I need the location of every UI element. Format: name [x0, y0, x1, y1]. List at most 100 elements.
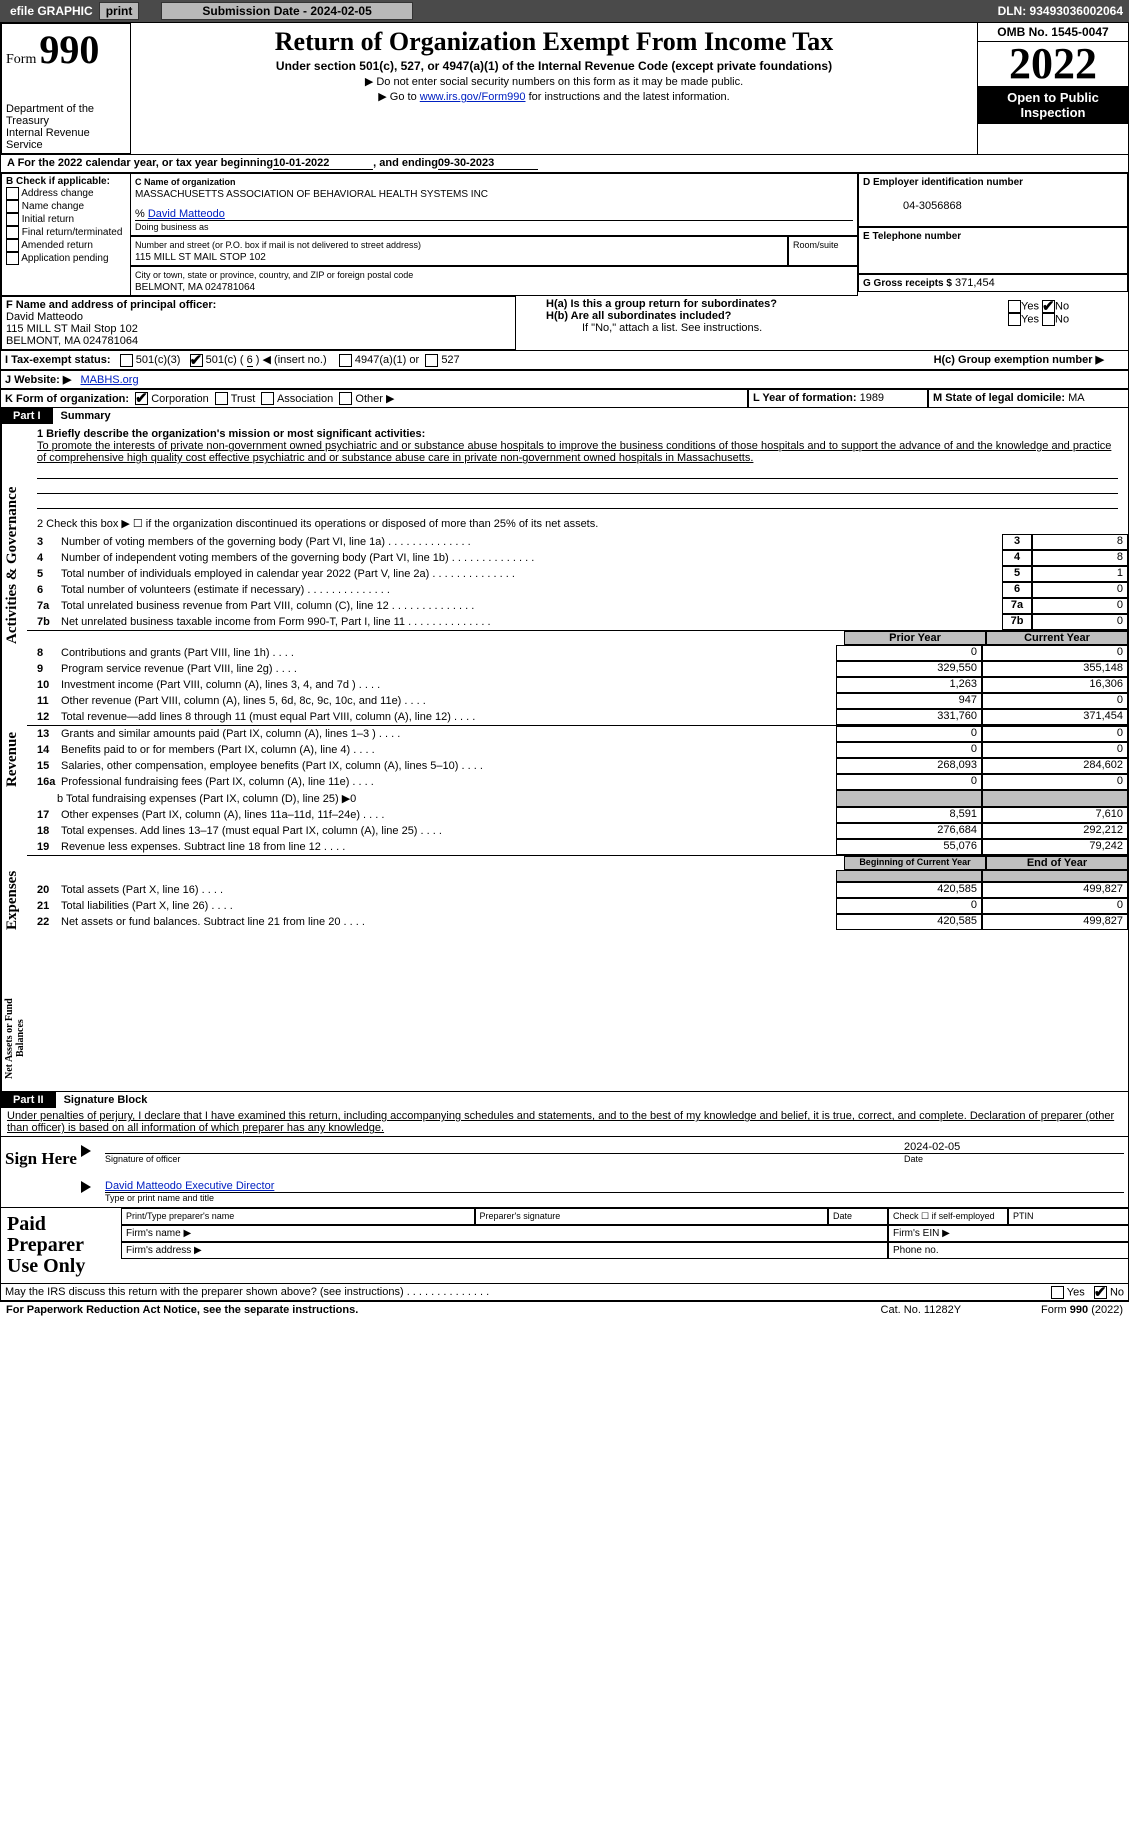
- firmein-label: Firm's EIN ▶: [888, 1225, 1128, 1242]
- ha-yes: Yes: [1021, 300, 1039, 312]
- label-name-change: Name change: [22, 201, 84, 212]
- expense2-lines: 17Other expenses (Part IX, column (A), l…: [27, 807, 1128, 855]
- corp-label: Corporation: [151, 393, 208, 405]
- side-rev: Revenue: [1, 706, 27, 814]
- other-checkbox[interactable]: [339, 392, 352, 405]
- officer-city: BELMONT, MA 024781064: [6, 335, 138, 347]
- hc-label: H(c) Group exemption number ▶: [934, 354, 1104, 366]
- prep-check-label: Check ☐ if self-employed: [888, 1208, 1008, 1225]
- line-j: J Website: ▶ MABHS.org: [1, 370, 1128, 389]
- officer-nametitle-link[interactable]: David Matteodo Executive Director: [105, 1180, 274, 1192]
- irs-label: Internal Revenue Service: [6, 127, 126, 151]
- title-cell: Return of Organization Exempt From Incom…: [131, 23, 977, 154]
- hb-no: No: [1055, 313, 1069, 325]
- final-return-checkbox[interactable]: [6, 226, 19, 239]
- discuss-line: May the IRS discuss this return with the…: [1, 1283, 1128, 1301]
- bcd-row: B Check if applicable: Address change Na…: [1, 173, 1128, 296]
- app-pending-checkbox[interactable]: [6, 252, 19, 265]
- 527-checkbox[interactable]: [425, 354, 438, 367]
- begin-hdr: Beginning of Current Year: [844, 856, 986, 870]
- fh-row: F Name and address of principal officer:…: [1, 296, 1128, 350]
- label-addr-change: Address change: [21, 188, 93, 199]
- discuss-text: May the IRS discuss this return with the…: [5, 1286, 489, 1298]
- assoc-checkbox[interactable]: [261, 392, 274, 405]
- ha-no: No: [1055, 300, 1069, 312]
- sig-label: Signature of officer: [105, 1154, 904, 1164]
- part1-label: Part I: [1, 408, 53, 424]
- form-title: Return of Organization Exempt From Incom…: [135, 27, 973, 57]
- discuss-no-checkbox[interactable]: [1094, 1286, 1107, 1299]
- label-amended: Amended return: [21, 240, 93, 251]
- form-subtitle: Under section 501(c), 527, or 4947(a)(1)…: [135, 59, 973, 73]
- form-number: 990: [39, 27, 99, 72]
- dba-label: Doing business as: [135, 222, 209, 232]
- trust-label: Trust: [231, 393, 256, 405]
- co-link[interactable]: David Matteodo: [148, 208, 225, 220]
- k-label: K Form of organization:: [5, 393, 129, 405]
- side-exp: Expenses: [1, 814, 27, 986]
- box-c-label: C Name of organization: [135, 177, 236, 187]
- firmaddr-label: Firm's address ▶: [121, 1242, 888, 1259]
- name-change-checkbox[interactable]: [6, 200, 19, 213]
- hb-label: H(b) Are all subordinates included?: [546, 310, 731, 322]
- label-initial: Initial return: [22, 214, 74, 225]
- efile-label: efile GRAPHIC: [10, 4, 93, 18]
- line-2: 2 Check this box ▶ ☐ if the organization…: [27, 513, 1128, 534]
- website-label: J Website: ▶: [5, 374, 71, 386]
- a1-checkbox[interactable]: [339, 354, 352, 367]
- part2-label: Part II: [1, 1092, 56, 1108]
- ha-yes-checkbox[interactable]: [1008, 300, 1021, 313]
- discuss-yes-checkbox[interactable]: [1051, 1286, 1064, 1299]
- tax-year-end: 09-30-2023: [438, 157, 538, 170]
- ha-no-checkbox[interactable]: [1042, 300, 1055, 313]
- phone-label: E Telephone number: [863, 231, 961, 242]
- mission-label: 1 Briefly describe the organization's mi…: [37, 428, 425, 440]
- co-line: % David Matteodo: [135, 208, 853, 221]
- perjury-text: Under penalties of perjury, I declare th…: [1, 1108, 1128, 1136]
- footer: For Paperwork Reduction Act Notice, see …: [0, 1302, 1129, 1318]
- dept-label: Department of the Treasury: [6, 103, 126, 127]
- mission-text: To promote the interests of private non-…: [37, 440, 1111, 464]
- m-label: M State of legal domicile:: [933, 392, 1065, 404]
- tax-year: 2022: [1009, 39, 1097, 88]
- end-hdr: End of Year: [986, 856, 1128, 870]
- side-col: Activities & Governance Revenue Expenses…: [1, 424, 27, 1091]
- street-label: Number and street (or P.O. box if mail i…: [135, 240, 421, 250]
- dln-label: DLN: 93493036002064: [998, 4, 1123, 18]
- side-gov: Activities & Governance: [1, 424, 27, 706]
- prepsig-label: Preparer's signature: [475, 1208, 829, 1225]
- org-name: MASSACHUSETTS ASSOCIATION OF BEHAVIORAL …: [135, 189, 488, 200]
- trust-checkbox[interactable]: [215, 392, 228, 405]
- part1-hdr: Part I Summary: [1, 408, 1128, 424]
- l-value: 1989: [860, 392, 884, 404]
- mission-block: 1 Briefly describe the organization's mi…: [27, 424, 1128, 513]
- sign-arrow-2: [81, 1181, 91, 1193]
- amended-checkbox[interactable]: [6, 239, 19, 252]
- tax-year-begin: 10-01-2022: [273, 157, 373, 170]
- street-value: 115 MILL ST MAIL STOP 102: [135, 252, 266, 263]
- initial-return-checkbox[interactable]: [6, 213, 19, 226]
- hb-yes-checkbox[interactable]: [1008, 313, 1021, 326]
- label-final: Final return/terminated: [22, 227, 123, 238]
- submission-date-button[interactable]: Submission Date - 2024-02-05: [161, 2, 412, 20]
- hb-yes: Yes: [1021, 313, 1039, 325]
- print-button[interactable]: print: [99, 2, 140, 20]
- ein-label: D Employer identification number: [863, 177, 1023, 188]
- line-16b: b Total fundraising expenses (Part IX, c…: [27, 790, 836, 807]
- form-page: Form 990 Department of the Treasury Inte…: [0, 22, 1129, 1302]
- c-checkbox[interactable]: [190, 354, 203, 367]
- officer-name: David Matteodo: [6, 311, 83, 323]
- box-c: C Name of organization MASSACHUSETTS ASS…: [131, 173, 858, 296]
- sign-label-cell: Sign Here: [1, 1137, 81, 1207]
- part1-title: Summary: [53, 408, 119, 424]
- website-link[interactable]: MABHS.org: [81, 374, 139, 386]
- gross-value: 371,454: [955, 277, 995, 289]
- corp-checkbox[interactable]: [135, 392, 148, 405]
- prior-hdr: Prior Year: [844, 631, 986, 645]
- addr-change-checkbox[interactable]: [6, 187, 19, 200]
- c3-checkbox[interactable]: [120, 354, 133, 367]
- goto-link[interactable]: www.irs.gov/Form990: [420, 91, 526, 103]
- c3-label: 501(c)(3): [136, 354, 181, 366]
- discuss-yes: Yes: [1067, 1287, 1085, 1299]
- hb-no-checkbox[interactable]: [1042, 313, 1055, 326]
